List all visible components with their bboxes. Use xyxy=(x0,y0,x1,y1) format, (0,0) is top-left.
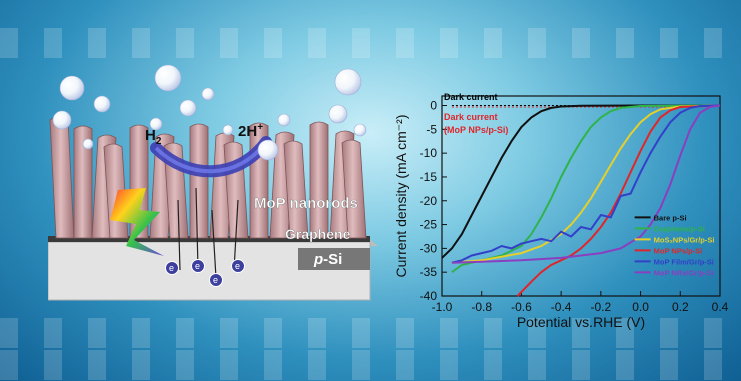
device-schematic: H2 2H+ MoP nanorods Graphene p-Si e e e e xyxy=(48,64,378,301)
y-tick-label: -30 xyxy=(420,241,438,255)
x-tick-label: -0.4 xyxy=(551,300,572,314)
series-line xyxy=(516,104,721,297)
water-ripple xyxy=(0,28,741,58)
nanorods-label: MoP nanorods xyxy=(254,195,358,212)
y-tick-label: -15 xyxy=(420,170,438,184)
nanorod xyxy=(73,125,93,239)
h2-label: H2 xyxy=(145,127,162,147)
x-tick-label: -0.8 xyxy=(471,300,492,314)
legend-label: MoP NPs/p-Si xyxy=(654,246,703,255)
x-tick-label: 0.2 xyxy=(672,300,689,314)
x-tick-label: 0.4 xyxy=(712,300,729,314)
mop-nanorods xyxy=(49,116,367,239)
current-density-chart: -1.0 -0.8 -0.6 -0.4 -0.2 0.0 0.2 0.4 0 -5 -10 -15 -2… xyxy=(393,92,729,330)
water-ripple xyxy=(0,318,741,348)
x-tick-label: -0.2 xyxy=(591,300,612,314)
substrate-label: p-Si xyxy=(313,251,342,268)
hplus-label: 2H+ xyxy=(238,122,263,140)
electron-label: e xyxy=(235,261,240,271)
y-tick-label: -25 xyxy=(420,218,438,232)
annotation: Dark current xyxy=(444,112,498,122)
y-tick-label: -40 xyxy=(420,289,438,303)
y-tick-label: 0 xyxy=(430,99,437,113)
nanorod xyxy=(189,123,209,239)
bubble xyxy=(201,87,215,101)
bubble xyxy=(277,113,291,127)
x-tick-label: -1.0 xyxy=(432,300,453,314)
plot-frame xyxy=(441,95,721,297)
x-axis-label: Potential vs.RHE (V) xyxy=(517,314,645,330)
nanorod xyxy=(283,140,309,239)
electron-label: e xyxy=(195,261,200,271)
bubble xyxy=(52,110,72,130)
graphene-label: Graphene xyxy=(285,226,351,242)
series-line xyxy=(451,104,721,264)
bubble xyxy=(334,68,362,96)
bubble xyxy=(93,95,111,113)
y-tick-label: -20 xyxy=(420,194,438,208)
electrons: e e e e xyxy=(165,259,245,287)
y-axis-label: Current density (mA cm⁻²) xyxy=(393,115,409,278)
electron-icon xyxy=(165,261,179,275)
electron-label: e xyxy=(213,275,218,285)
series-line xyxy=(451,104,721,264)
y-tick-label: -5 xyxy=(426,122,437,136)
bubble xyxy=(149,117,163,131)
legend-label: MoP Film/Gr/p-Si xyxy=(654,257,714,266)
bubble xyxy=(222,124,234,136)
bubble xyxy=(82,138,94,150)
electron-label: e xyxy=(169,263,174,273)
series-line xyxy=(441,104,720,259)
water-ripple xyxy=(0,350,741,380)
nanorod xyxy=(309,121,329,239)
legend-label: MoS₂NPs/Gr/p-Si xyxy=(654,235,715,244)
nanorod xyxy=(341,139,367,239)
legend-label: Graphene/p-Si xyxy=(654,224,705,233)
y-tick-label: -10 xyxy=(420,146,438,160)
x-tick-label: 0.0 xyxy=(632,300,649,314)
x-tick-label: -0.6 xyxy=(511,300,532,314)
legend-label: Bare p-Si xyxy=(654,213,687,222)
y-tick-label: -35 xyxy=(420,265,438,279)
electron-icon xyxy=(231,259,245,273)
electron-icon xyxy=(191,259,205,273)
graphene-layer xyxy=(48,236,370,242)
nanorod xyxy=(49,116,75,239)
series-line xyxy=(451,104,721,264)
annotation: (MoP NPs/p-Si) xyxy=(444,125,508,135)
hydrogen-bubbles xyxy=(52,64,367,161)
bubble xyxy=(179,99,197,117)
light-bolt-icon xyxy=(110,188,164,256)
bubble xyxy=(328,104,348,124)
bubble xyxy=(59,75,85,101)
bubble xyxy=(154,64,182,92)
electron-icon xyxy=(209,273,223,287)
bubble xyxy=(257,139,279,161)
legend-label: MoP NRs/Gr/p-Si xyxy=(654,268,714,277)
annotation: Dark current xyxy=(444,92,498,102)
bubble xyxy=(353,123,367,137)
